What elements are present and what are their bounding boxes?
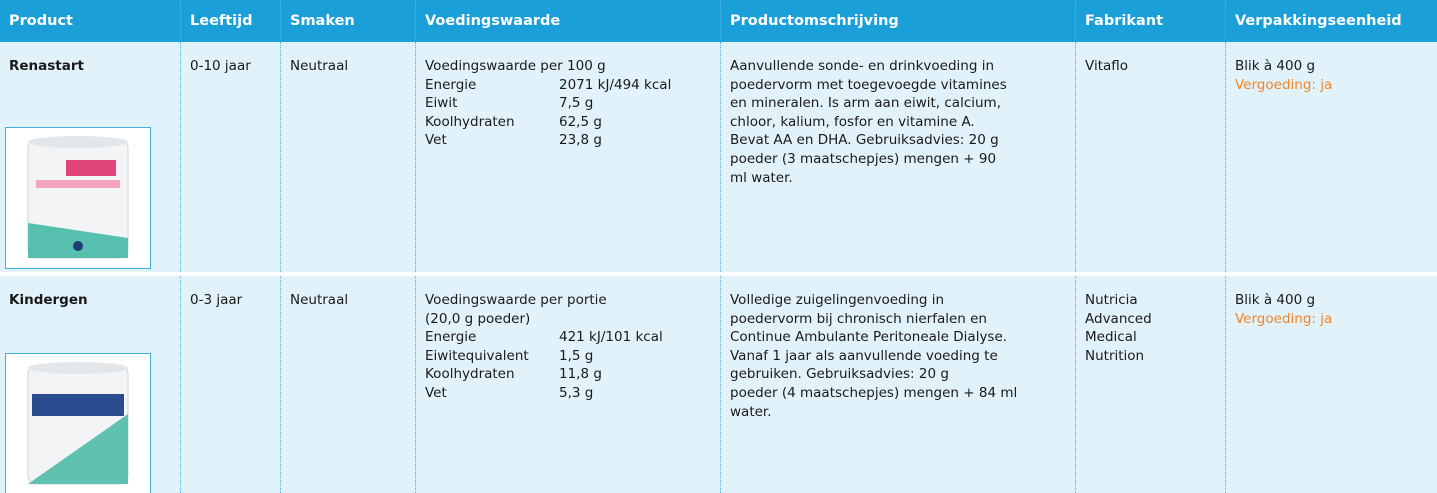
nutrition-heading: Voedingswaarde per 100 g: [425, 57, 712, 76]
manufacturer-line: Medical: [1085, 328, 1217, 347]
nutrient-value: 7,5 g: [559, 94, 593, 113]
manufacturer-cell: Vitaflo: [1075, 42, 1225, 272]
nutrient-name: Energie: [425, 76, 559, 95]
header-cell: Verpakkingseenheid: [1225, 0, 1437, 42]
nutrient-name: Vet: [425, 131, 559, 150]
description-line: poedervorm bij chronisch nierfalen en: [730, 310, 1067, 329]
nutrition-cell: Voedingswaarde per portie(20,0 g poeder)…: [415, 276, 720, 493]
can-illustration: [6, 354, 150, 493]
nutrient-name: Koolhydraten: [425, 113, 559, 132]
header-text: Product: [9, 12, 172, 31]
nutrition-heading: (20,0 g poeder): [425, 310, 712, 329]
description-line: poeder (4 maatschepjes) mengen + 84 ml: [730, 384, 1067, 403]
nutrient-name: Vet: [425, 384, 559, 403]
header-text: Voedingswaarde: [425, 12, 712, 31]
header-text: Smaken: [290, 12, 407, 31]
header-cell: Product: [0, 0, 180, 42]
nutrient-name: Energie: [425, 328, 559, 347]
packaging: Blik à 400 g: [1235, 57, 1429, 76]
description-line: chloor, kalium, fosfor en vitamine A.: [730, 113, 1067, 132]
product-name: Renastart: [9, 57, 172, 76]
manufacturer-line: Nutrition: [1085, 347, 1217, 366]
nutrient-name: Eiwitequivalent: [425, 347, 559, 366]
header-cell: Voedingswaarde: [415, 0, 720, 42]
product-image: [5, 353, 151, 493]
description-line: Vanaf 1 jaar als aanvullende voeding te: [730, 347, 1067, 366]
nutrient-value: 23,8 g: [559, 131, 602, 150]
header-cell: Fabrikant: [1075, 0, 1225, 42]
product-table: Product Leeftijd Smaken Voedingswaarde Produ…: [0, 0, 1437, 493]
flavor-cell: Neutraal: [280, 42, 415, 272]
flavor-cell: Neutraal: [280, 276, 415, 493]
description-line: Volledige zuigelingenvoeding in: [730, 291, 1067, 310]
description-line: ml water.: [730, 169, 1067, 188]
age-cell: 0-10 jaar: [180, 42, 280, 272]
manufacturer-line: Advanced: [1085, 310, 1217, 329]
description-line: poedervorm met toegevoegde vitamines: [730, 76, 1067, 95]
product-cell: Renastart: [0, 42, 180, 272]
product-cell: Kindergen: [0, 276, 180, 493]
flavor: Neutraal: [290, 291, 407, 310]
description-line: Continue Ambulante Peritoneale Dialyse.: [730, 328, 1067, 347]
nutrient-value: 62,5 g: [559, 113, 602, 132]
flavor: Neutraal: [290, 57, 407, 76]
nutrient-value: 421 kJ/101 kcal: [559, 328, 663, 347]
age: 0-10 jaar: [190, 57, 272, 76]
age-cell: 0-3 jaar: [180, 276, 280, 493]
header-cell: Leeftijd: [180, 0, 280, 42]
header-text: Leeftijd: [190, 12, 272, 31]
description-line: Bevat AA en DHA. Gebruiksadvies: 20 g: [730, 131, 1067, 150]
product-name: Kindergen: [9, 291, 172, 310]
reimbursement: Vergoeding: ja: [1235, 310, 1429, 329]
reimbursement: Vergoeding: ja: [1235, 76, 1429, 95]
description-line: gebruiken. Gebruiksadvies: 20 g: [730, 365, 1067, 384]
description-line: poeder (3 maatschepjes) mengen + 90: [730, 150, 1067, 169]
header-cell: Productomschrijving: [720, 0, 1075, 42]
nutrient-name: Koolhydraten: [425, 365, 559, 384]
header-cell: Smaken: [280, 0, 415, 42]
product-image: [5, 127, 151, 269]
nutrient-name: Eiwit: [425, 94, 559, 113]
nutrient-value: 1,5 g: [559, 347, 593, 366]
nutrient-value: 5,3 g: [559, 384, 593, 403]
nutrient-value: 11,8 g: [559, 365, 602, 384]
header-text: Verpakkingseenheid: [1235, 12, 1429, 31]
manufacturer-line: Vitaflo: [1085, 57, 1217, 76]
age: 0-3 jaar: [190, 291, 272, 310]
packaging: Blik à 400 g: [1235, 291, 1429, 310]
description-line: en mineralen. Is arm aan eiwit, calcium,: [730, 94, 1067, 113]
manufacturer-line: Nutricia: [1085, 291, 1217, 310]
can-illustration: [6, 128, 150, 268]
description-line: water.: [730, 403, 1067, 422]
nutrient-value: 2071 kJ/494 kcal: [559, 76, 671, 95]
header-text: Fabrikant: [1085, 12, 1217, 31]
nutrition-heading: Voedingswaarde per portie: [425, 291, 712, 310]
header-text: Productomschrijving: [730, 12, 1067, 31]
description-line: Aanvullende sonde- en drinkvoeding in: [730, 57, 1067, 76]
